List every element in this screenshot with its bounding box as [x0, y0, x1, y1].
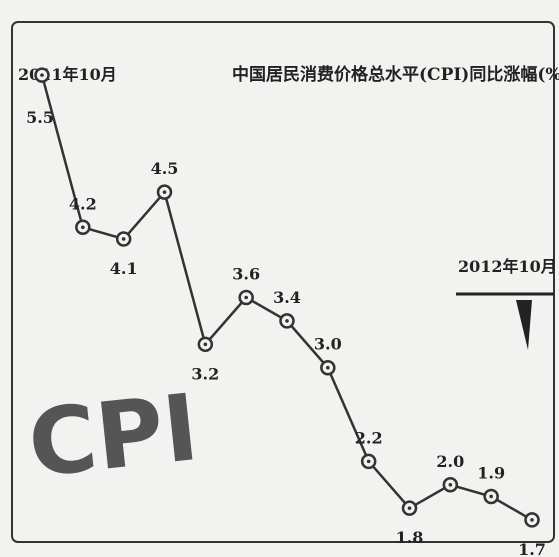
data-point-center — [489, 494, 493, 499]
data-label: 3.0 — [314, 335, 342, 354]
data-point-center — [121, 237, 126, 241]
data-label: 5.5 — [26, 108, 54, 127]
data-label: 2.0 — [436, 452, 464, 471]
data-point-center — [81, 225, 85, 230]
data-labels: 5.5 4.2 4.1 4.5 3.2 3.6 3.4 3.0 2.2 1.8 2.0 1.9 1.7 — [26, 108, 546, 557]
data-point-center — [366, 459, 371, 464]
data-point-center — [448, 482, 453, 487]
data-label: 1.8 — [396, 528, 424, 547]
data-label: 4.5 — [151, 159, 179, 178]
data-point-center — [40, 73, 44, 77]
chart-title: 中国居民消费价格总水平(CPI)同比涨幅(%) — [232, 64, 559, 85]
chart-frame — [11, 21, 555, 543]
start-month-label: 2011年10月 — [18, 65, 117, 84]
data-label: 3.4 — [273, 288, 301, 307]
data-point-center — [530, 518, 534, 522]
data-points — [34, 67, 540, 528]
data-point-center — [162, 190, 167, 194]
cpi-logo: CPI — [24, 374, 203, 498]
end-callout-pointer — [516, 300, 532, 350]
data-point-center — [407, 506, 412, 510]
data-label: 4.1 — [110, 259, 138, 278]
end-month-callout: 2012年10月 — [456, 257, 557, 350]
end-month-label: 2012年10月 — [458, 257, 557, 276]
data-label: 4.2 — [69, 194, 97, 213]
data-label: 2.2 — [355, 428, 383, 447]
data-point-center — [244, 295, 248, 300]
data-label: 1.7 — [518, 540, 546, 557]
data-point-center — [285, 319, 289, 323]
data-label: 3.2 — [191, 364, 219, 383]
data-label: 1.9 — [477, 463, 505, 482]
data-point-center — [203, 342, 208, 347]
data-point-center — [326, 365, 330, 370]
data-label: 3.6 — [232, 265, 260, 284]
